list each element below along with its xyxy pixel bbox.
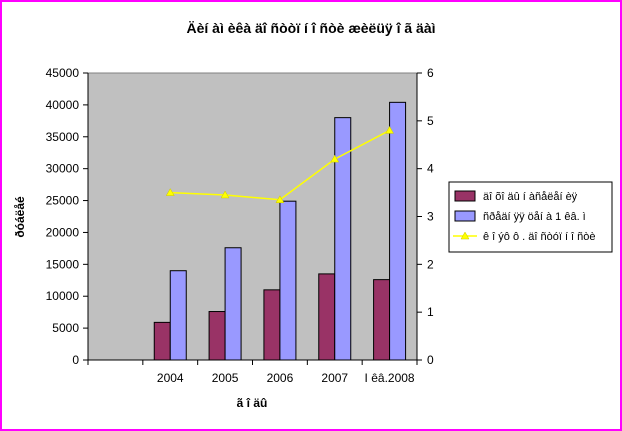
y-tick-label: 45000: [46, 66, 80, 80]
y-tick-label: 25000: [46, 194, 80, 208]
x-tick-label: 2004: [157, 371, 184, 385]
legend-label: ê î ýô ô . äî ñòóï í î ñòè: [483, 231, 596, 243]
legend-label: äî õî äû í àñåëåí èÿ: [483, 191, 578, 203]
bar-income: [318, 273, 336, 361]
y-tick-label: 35000: [46, 130, 80, 144]
x-axis-label: ã î äû: [237, 396, 268, 410]
bar-income: [263, 289, 281, 361]
legend-label: ñðåäí ÿÿ öåí à 1 êâ. ì: [483, 211, 586, 223]
y-tick-label: 40000: [46, 98, 80, 112]
y2-tick-label: 2: [427, 257, 434, 271]
legend-swatch: [454, 210, 476, 222]
bar-price: [169, 270, 187, 361]
y-axis-label: ðóáëåé: [13, 196, 27, 238]
y2-tick-label: 5: [427, 114, 434, 128]
y2-tick-label: 3: [427, 210, 434, 224]
bar-price: [224, 247, 242, 361]
y-tick-label: 5000: [52, 321, 79, 335]
plot-background: [87, 72, 418, 361]
legend-swatch: [454, 190, 476, 202]
bar-price: [334, 117, 352, 361]
bar-income: [208, 311, 226, 361]
line-point-marker: [275, 195, 285, 204]
x-tick-label: I êâ.2008: [365, 371, 415, 385]
chart-title: Äèí àì èêà äî ñòòï í î ñòè æèëüÿ î ã äàì: [187, 20, 436, 36]
legend: äî õî äû í àñåëåí èÿ ñðåäí ÿÿ öåí à 1 êâ.…: [448, 181, 613, 253]
y-tick-label: 0: [72, 353, 79, 367]
y-tick-label: 10000: [46, 289, 80, 303]
x-tick-label: 2006: [267, 371, 294, 385]
y2-tick-label: 0: [427, 353, 434, 367]
y2-tick-label: 4: [427, 162, 434, 176]
legend-marker: [460, 231, 470, 240]
line-point-marker: [165, 188, 175, 196]
legend-box: [448, 181, 613, 253]
x-tick-label: 2005: [212, 371, 239, 385]
y2-tick-label: 6: [427, 66, 434, 80]
bar-income: [373, 279, 391, 361]
line-point-marker: [385, 125, 395, 134]
line-point-marker: [220, 190, 230, 199]
bar-price: [279, 200, 297, 361]
y-tick-label: 30000: [46, 162, 80, 176]
x-tick-label: 2007: [321, 371, 348, 385]
y-tick-label: 15000: [46, 257, 80, 271]
y-tick-label: 20000: [46, 225, 80, 239]
plot-area: 0 5000 10000 15000 20000 25000 30000 35000 40000…: [46, 66, 434, 385]
bar-price: [389, 101, 407, 361]
bar-income: [153, 321, 171, 361]
y2-tick-label: 1: [427, 305, 434, 319]
line-point-marker: [330, 154, 340, 163]
